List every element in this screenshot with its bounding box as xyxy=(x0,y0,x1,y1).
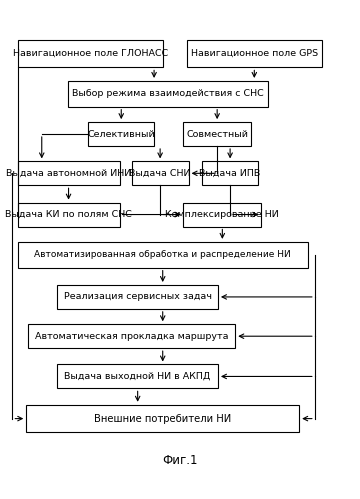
FancyBboxPatch shape xyxy=(18,242,308,267)
FancyBboxPatch shape xyxy=(18,40,163,67)
FancyBboxPatch shape xyxy=(184,122,251,146)
FancyBboxPatch shape xyxy=(68,81,268,107)
Text: Навигационное поле GPS: Навигационное поле GPS xyxy=(191,49,318,58)
Text: Селективный: Селективный xyxy=(87,130,155,139)
Text: Выдача ИПВ: Выдача ИПВ xyxy=(199,169,261,178)
Text: Выдача выходной НИ в АКПД: Выдача выходной НИ в АКПД xyxy=(64,372,211,381)
Text: Выдача КИ по полям СНС: Выдача КИ по полям СНС xyxy=(5,210,132,219)
FancyBboxPatch shape xyxy=(18,203,120,227)
FancyBboxPatch shape xyxy=(184,203,261,227)
Text: Выдача СНИ: Выдача СНИ xyxy=(129,169,191,178)
FancyBboxPatch shape xyxy=(57,364,218,388)
Text: Комплексирование НИ: Комплексирование НИ xyxy=(166,210,279,219)
Text: Автоматизированная обработка и распределение НИ: Автоматизированная обработка и распредел… xyxy=(34,250,291,259)
FancyBboxPatch shape xyxy=(132,161,189,185)
FancyBboxPatch shape xyxy=(18,161,120,185)
FancyBboxPatch shape xyxy=(28,324,235,348)
Text: Внешние потребители НИ: Внешние потребители НИ xyxy=(94,414,231,424)
Text: Выдача автономной ИНИ: Выдача автономной ИНИ xyxy=(6,169,131,178)
Text: Автоматическая прокладка маршрута: Автоматическая прокладка маршрута xyxy=(35,332,228,341)
Text: Фиг.1: Фиг.1 xyxy=(162,454,198,467)
Text: Реализация сервисных задач: Реализация сервисных задач xyxy=(64,292,212,301)
Text: Выбор режима взаимодействия с СНС: Выбор режима взаимодействия с СНС xyxy=(72,89,264,98)
FancyBboxPatch shape xyxy=(57,285,218,309)
FancyBboxPatch shape xyxy=(187,40,322,67)
Text: Совместный: Совместный xyxy=(186,130,248,139)
FancyBboxPatch shape xyxy=(26,405,299,433)
Text: Навигационное поле ГЛОНАСС: Навигационное поле ГЛОНАСС xyxy=(13,49,168,58)
FancyBboxPatch shape xyxy=(89,122,154,146)
FancyBboxPatch shape xyxy=(202,161,258,185)
